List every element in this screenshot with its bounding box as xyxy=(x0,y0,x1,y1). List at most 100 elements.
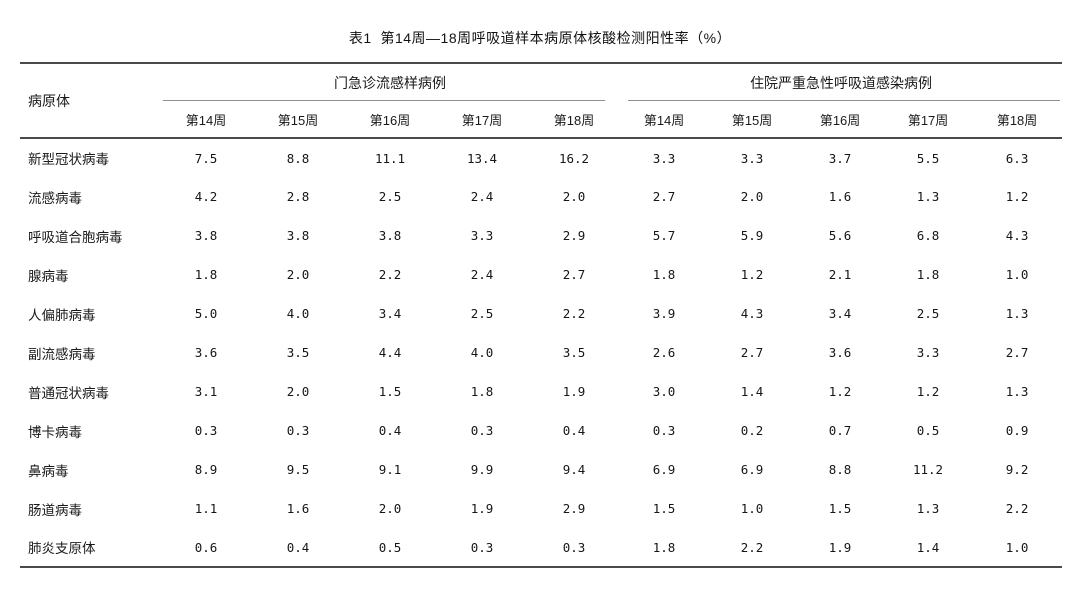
inpatient-week-15-value: 4.3 xyxy=(740,306,764,321)
inpatient-week-18-value: 4.3 xyxy=(1005,228,1029,243)
inpatient-week-16-header: 第16周 xyxy=(819,112,861,128)
inpatient-week-14-value: 1.8 xyxy=(652,539,676,555)
outpatient-week-17-value: 0.3 xyxy=(470,423,494,438)
pathogen-name: 新型冠状病毒 xyxy=(28,152,109,167)
inpatient-week-16-value: 1.5 xyxy=(828,501,852,516)
outpatient-week-16-value: 0.4 xyxy=(378,423,402,438)
inpatient-week-15-value: 2.2 xyxy=(740,539,764,555)
table-row: 肠道病毒 1.1 1.6 2.0 1.9 2.9 1.5 1.0 1.5 1.3 2.2 xyxy=(20,489,1062,528)
inpatient-week-15-value: 1.4 xyxy=(740,384,764,399)
pathogen-name: 鼻病毒 xyxy=(28,463,69,479)
outpatient-week-14-value: 4.2 xyxy=(194,189,218,204)
inpatient-week-15-header: 第15周 xyxy=(731,112,773,128)
outpatient-week-18-value: 3.5 xyxy=(562,345,586,360)
inpatient-week-15-value: 0.2 xyxy=(740,423,764,438)
group-header-outpatient-ili-cases: 门急诊流感样病例 xyxy=(160,63,620,101)
outpatient-week-18-value: 0.4 xyxy=(562,423,586,438)
inpatient-week-14-value: 2.7 xyxy=(652,189,676,204)
pathogen-column-header: 病原体 xyxy=(28,92,70,109)
inpatient-week-17-value: 3.3 xyxy=(916,345,940,360)
inpatient-week-14-value: 1.8 xyxy=(652,267,676,282)
inpatient-week-16-value: 2.1 xyxy=(828,267,852,282)
pathogen-name: 肺炎支原体 xyxy=(28,541,96,556)
outpatient-week-18-value: 2.7 xyxy=(562,267,586,282)
inpatient-week-15-value: 2.7 xyxy=(740,345,764,360)
outpatient-week-15-value: 3.5 xyxy=(286,345,310,360)
outpatient-week-15-value: 8.8 xyxy=(286,150,310,166)
outpatient-week-16-value: 2.2 xyxy=(378,267,402,282)
inpatient-week-17-value: 2.5 xyxy=(916,306,940,321)
inpatient-week-18-value: 1.2 xyxy=(1005,189,1029,204)
table-row: 呼吸道合胞病毒 3.8 3.8 3.8 3.3 2.9 5.7 5.9 5.6 6.8 4.3 xyxy=(20,216,1062,255)
outpatient-week-17-value: 2.4 xyxy=(470,267,494,282)
inpatient-week-15-value: 6.9 xyxy=(740,462,764,477)
pathogen-name: 副流感病毒 xyxy=(28,346,96,362)
outpatient-week-15-value: 1.6 xyxy=(286,501,310,516)
pathogen-name: 普通冠状病毒 xyxy=(28,385,109,401)
inpatient-week-14-value: 3.0 xyxy=(652,384,676,399)
group-header-row: 病原体 门急诊流感样病例 住院严重急性呼吸道感染病例 xyxy=(20,63,1062,109)
outpatient-week-17-value: 1.8 xyxy=(470,384,494,399)
inpatient-week-17-value: 1.2 xyxy=(916,384,940,399)
inpatient-week-18-value: 2.7 xyxy=(1005,345,1029,360)
outpatient-week-16-value: 3.8 xyxy=(378,228,402,243)
pathogen-name: 腺病毒 xyxy=(28,268,69,284)
outpatient-week-16-value: 1.5 xyxy=(378,384,402,399)
inpatient-week-17-value: 5.5 xyxy=(916,150,940,166)
outpatient-week-17-value: 0.3 xyxy=(470,539,494,555)
inpatient-week-18-value: 1.3 xyxy=(1005,306,1029,321)
group-header-hospitalized-sari-cases: 住院严重急性呼吸道感染病例 xyxy=(620,63,1062,101)
outpatient-week-14-header: 第14周 xyxy=(185,112,227,128)
outpatient-week-15-value: 2.0 xyxy=(286,267,310,282)
inpatient-week-15-value: 1.0 xyxy=(740,501,764,516)
outpatient-week-14-value: 3.1 xyxy=(194,384,218,399)
inpatient-week-14-value: 3.3 xyxy=(652,150,676,166)
outpatient-week-18-value: 16.2 xyxy=(558,150,590,166)
outpatient-week-15-value: 3.8 xyxy=(286,228,310,243)
inpatient-week-14-value: 1.5 xyxy=(652,501,676,516)
outpatient-week-15-value: 2.0 xyxy=(286,384,310,399)
outpatient-week-14-value: 7.5 xyxy=(194,150,218,166)
inpatient-week-17-value: 0.5 xyxy=(916,423,940,438)
outpatient-week-17-value: 4.0 xyxy=(470,345,494,360)
inpatient-week-15-value: 2.0 xyxy=(740,189,764,204)
outpatient-week-17-value: 13.4 xyxy=(466,150,498,166)
outpatient-week-14-value: 3.8 xyxy=(194,228,218,243)
outpatient-week-16-value: 4.4 xyxy=(378,345,402,360)
outpatient-week-16-value: 0.5 xyxy=(378,539,402,555)
outpatient-week-18-value: 2.0 xyxy=(562,189,586,204)
outpatient-week-17-value: 1.9 xyxy=(470,501,494,516)
outpatient-week-14-value: 1.8 xyxy=(194,267,218,282)
inpatient-week-18-value: 2.2 xyxy=(1005,501,1029,516)
outpatient-week-14-value: 8.9 xyxy=(194,462,218,477)
inpatient-week-15-value: 1.2 xyxy=(740,267,764,282)
inpatient-week-16-value: 3.6 xyxy=(828,345,852,360)
outpatient-week-15-value: 2.8 xyxy=(286,189,310,204)
inpatient-week-15-value: 5.9 xyxy=(740,228,764,243)
outpatient-week-15-value: 4.0 xyxy=(286,306,310,321)
pathogen-name: 呼吸道合胞病毒 xyxy=(28,229,123,245)
inpatient-week-14-value: 3.9 xyxy=(652,306,676,321)
inpatient-week-18-value: 9.2 xyxy=(1005,462,1029,477)
table-row: 副流感病毒 3.6 3.5 4.4 4.0 3.5 2.6 2.7 3.6 3.3 2.7 xyxy=(20,333,1062,372)
inpatient-week-16-value: 1.9 xyxy=(828,539,852,555)
inpatient-week-17-value: 1.4 xyxy=(916,539,940,555)
inpatient-week-18-value: 6.3 xyxy=(1005,150,1029,166)
table-row: 新型冠状病毒 7.5 8.8 11.1 13.4 16.2 3.3 3.3 3.7 5.5 6.3 xyxy=(20,138,1062,177)
inpatient-week-16-value: 5.6 xyxy=(828,228,852,243)
inpatient-week-14-value: 0.3 xyxy=(652,423,676,438)
outpatient-week-16-header: 第16周 xyxy=(369,112,411,128)
inpatient-week-16-value: 1.2 xyxy=(828,384,852,399)
outpatient-week-16-value: 11.1 xyxy=(374,150,406,166)
outpatient-week-18-value: 2.2 xyxy=(562,306,586,321)
inpatient-week-17-header: 第17周 xyxy=(907,112,949,128)
outpatient-week-14-value: 5.0 xyxy=(194,306,218,321)
outpatient-week-16-value: 2.5 xyxy=(378,189,402,204)
inpatient-week-17-value: 1.8 xyxy=(916,267,940,282)
inpatient-week-14-value: 6.9 xyxy=(652,462,676,477)
outpatient-week-15-header: 第15周 xyxy=(277,112,319,128)
inpatient-week-18-value: 1.0 xyxy=(1005,539,1029,555)
outpatient-week-18-value: 1.9 xyxy=(562,384,586,399)
outpatient-week-15-value: 0.3 xyxy=(286,423,310,438)
